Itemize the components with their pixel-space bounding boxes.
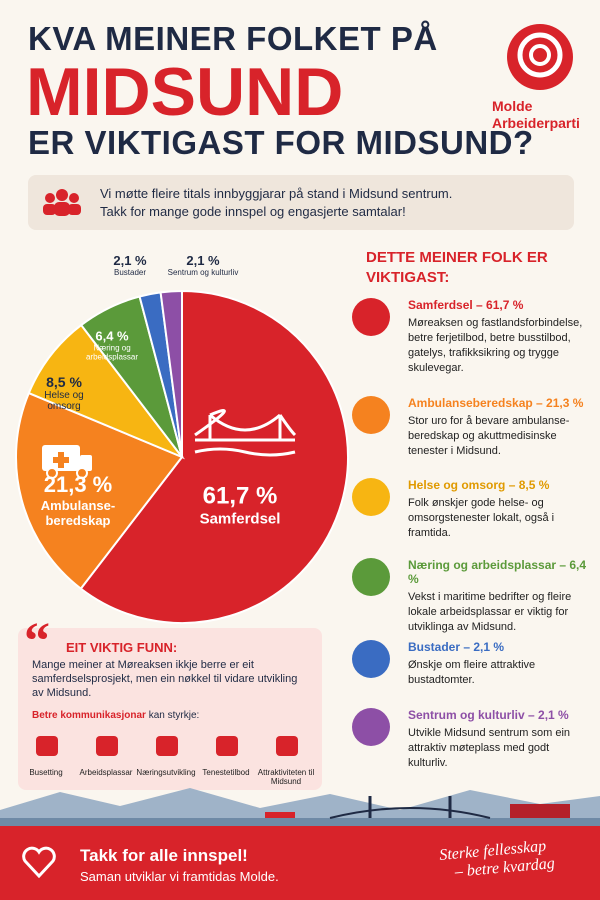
landscape <box>0 788 600 828</box>
item: Bustader – 2,1 % Ønskje om fleire attrakt… <box>408 640 588 688</box>
item: Helse og omsorg – 8,5 % Folk ønskjer gode… <box>408 478 588 541</box>
item-title: Bustader – 2,1 % <box>408 640 505 654</box>
slice-value: 2,1 % <box>186 253 220 268</box>
slice-category: Bustader <box>113 268 147 277</box>
item-icon <box>352 298 390 336</box>
benefit-icon <box>276 736 298 756</box>
footer-subtitle: Saman utviklar vi framtidas Molde. <box>80 869 279 884</box>
benefit-label: Attraktiviteten til Midsund <box>257 768 315 786</box>
title-line2: MIDSUND <box>26 54 344 130</box>
slice-label: 6,4 % Næring og arbeidsplassar <box>76 329 148 362</box>
slice-label: 8,5 % Helse og omsorg <box>28 374 100 412</box>
slice-category: Sentrum og kulturliv <box>167 268 239 277</box>
item-icon <box>352 558 390 596</box>
title-line3: ER VIKTIGAST FOR MIDSUND? <box>28 124 534 161</box>
priorities-title: DETTE MEINER FOLK ER VIKTIGAST: <box>366 249 548 286</box>
intro-line: Vi møtte fleire titals innbyggjarar på s… <box>100 186 453 201</box>
finding-text: Mange meiner at Møreaksen ikkje berre er… <box>32 659 298 699</box>
logo-text: Molde Arbeiderparti <box>492 98 580 131</box>
ambulance-icon <box>42 445 92 479</box>
item-title: Næring og arbeidsplassar – 6,4 % <box>408 558 587 586</box>
item: Samferdsel – 61,7 % Møreaksen og fastland… <box>408 298 588 376</box>
item-text: Stor uro for å bevare ambulanse-beredska… <box>408 415 570 457</box>
item: Sentrum og kulturliv – 2,1 % Utvikle Mids… <box>408 708 588 771</box>
benefit-label: Tenestetilbod <box>202 768 250 777</box>
item-text: Ønskje om fleire attraktive bustadtomter… <box>408 659 536 686</box>
slice-value: 21,3 % <box>43 472 113 497</box>
slice-label: 2,1 % Sentrum og kulturliv <box>167 253 239 277</box>
item-icon <box>352 396 390 434</box>
pie-slice <box>27 323 186 460</box>
benefit-icon <box>216 736 238 756</box>
pie-slice <box>15 391 184 591</box>
logo-rose <box>507 24 573 90</box>
finding-title: EIT VIKTIG FUNN: <box>66 640 178 655</box>
benefit-icon <box>156 736 178 756</box>
people-icon <box>43 189 81 216</box>
finding-lead: Betre kommunikasjonar <box>32 710 146 721</box>
item-text: Vekst i maritime bedrifter og fleire lok… <box>408 591 572 633</box>
slice-label: 21,3 % Ambulanse-beredskap <box>23 472 133 528</box>
item-text: Møreaksen og fastlandsforbindelse, betre… <box>408 317 583 374</box>
benefit-label: Næringsutvikling <box>136 768 196 777</box>
item-icon <box>352 640 390 678</box>
item-icon <box>352 708 390 746</box>
benefit-icon <box>36 736 58 756</box>
slice-category: Næring og arbeidsplassar <box>85 343 139 362</box>
finding-box: “ EIT VIKTIG FUNN: Mange meiner at Mørea… <box>18 613 322 790</box>
slice-value: 8,5 % <box>46 374 82 390</box>
intro-line: Takk for mange gode innspel og engasjert… <box>100 204 406 219</box>
pie-slice <box>79 289 349 624</box>
item-title: Ambulanseberedskap – 21,3 % <box>408 396 584 410</box>
footer-title: Takk for alle innspel! <box>80 846 248 865</box>
intro-box: Vi møtte fleire titals innbyggjarar på s… <box>28 175 574 230</box>
slice-value: 2,1 % <box>113 253 147 268</box>
pie-chart <box>15 289 349 624</box>
item: Ambulanseberedskap – 21,3 % Stor uro for … <box>408 396 588 459</box>
item-text: Folk ønskjer gode helse- og omsorgstenes… <box>408 497 555 539</box>
heart-icon <box>22 846 56 878</box>
title-line1: KVA MEINER FOLKET PÅ <box>28 20 438 57</box>
item-text: Utvikle Midsund sentrum som ein attrakti… <box>408 727 571 769</box>
item: Næring og arbeidsplassar – 6,4 % Vekst i … <box>408 558 588 635</box>
slice-label: 2,1 % Bustader <box>94 253 166 277</box>
bridge-icon <box>194 409 297 457</box>
slice-label: 61,7 % Samferdsel <box>185 483 295 528</box>
pie-slice <box>159 289 183 458</box>
benefit-icon <box>96 736 118 756</box>
item-title: Sentrum og kulturliv – 2,1 % <box>408 708 569 722</box>
slice-category: Samferdsel <box>199 510 281 528</box>
slice-category: Ambulanse-beredskap <box>40 498 116 528</box>
slice-value: 61,7 % <box>202 482 278 510</box>
item-title: Samferdsel – 61,7 % <box>408 298 524 312</box>
slice-category: Helse og omsorg <box>44 390 84 412</box>
item-icon <box>352 478 390 516</box>
item-title: Helse og omsorg – 8,5 % <box>408 478 550 492</box>
benefit-label: Arbeidsplassar <box>79 768 133 777</box>
quote-mark: “ <box>24 613 50 670</box>
footer: Takk for alle innspel! Saman utviklar vi… <box>0 826 600 900</box>
slice-value: 6,4 % <box>95 328 129 344</box>
finding-lead: kan styrkje: <box>148 710 200 721</box>
benefit-label: Busetting <box>29 768 63 777</box>
